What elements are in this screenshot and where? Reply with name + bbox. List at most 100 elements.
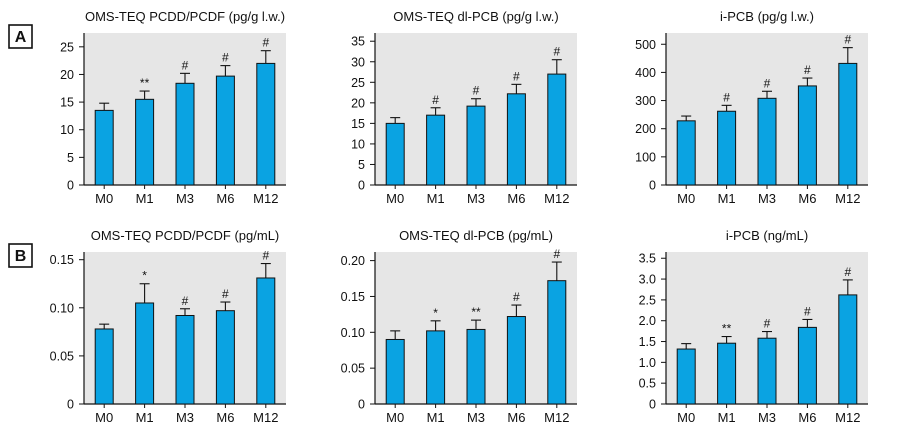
significance-marker: **: [471, 305, 481, 319]
significance-marker: #: [432, 93, 439, 107]
bar: [135, 302, 155, 405]
x-tick-label: M6: [798, 191, 816, 206]
y-tick-label: 20: [60, 68, 74, 82]
x-tick-label: M1: [136, 191, 154, 206]
chart-title: OMS-TEQ dl-PCB (pg/g l.w.): [393, 9, 558, 24]
y-tick-label: 3.5: [639, 252, 656, 266]
bar: [256, 62, 276, 186]
significance-marker: #: [182, 294, 189, 308]
y-tick-label: 0.15: [341, 290, 365, 304]
bar: [838, 294, 858, 405]
panel-label-a: A: [15, 29, 27, 46]
panel-label-a-group: A: [8, 24, 33, 49]
x-tick-label: M6: [798, 410, 816, 423]
significance-marker: **: [722, 322, 732, 336]
panel-label-b: B: [15, 248, 27, 265]
y-tick-label: 0: [649, 179, 656, 193]
bar: [717, 342, 737, 405]
x-tick-label: M0: [677, 191, 695, 206]
significance-marker: #: [764, 317, 771, 331]
significance-marker: #: [844, 33, 851, 47]
significance-marker: #: [844, 265, 851, 279]
y-tick-label: 3.0: [639, 273, 656, 287]
x-tick-label: M6: [507, 191, 525, 206]
bar: [256, 277, 276, 405]
y-tick-label: 1.0: [639, 356, 656, 370]
bar: [135, 98, 155, 186]
bar: [797, 326, 817, 405]
bar: [385, 338, 405, 405]
x-tick-label: M6: [216, 191, 234, 206]
significance-marker: #: [553, 45, 560, 59]
significance-marker: #: [804, 63, 811, 77]
chart-title: OMS-TEQ PCDD/PCDF (pg/g l.w.): [85, 9, 285, 24]
y-tick-label: 100: [635, 150, 656, 164]
y-tick-label: 1.5: [639, 335, 656, 349]
bar: [676, 348, 696, 405]
x-tick-label: M12: [835, 191, 860, 206]
y-tick-label: 0.05: [341, 362, 365, 376]
panel-label-b-group: B: [8, 243, 33, 268]
x-tick-label: M6: [507, 410, 525, 423]
x-tick-label: M0: [677, 410, 695, 423]
y-tick-label: 0.10: [50, 301, 74, 315]
x-tick-label: M3: [176, 191, 194, 206]
y-tick-label: 20: [351, 96, 365, 110]
chart-a-i-pcb: i-PCB (pg/g l.w.) 0 100 200 300 400 500 M0 # M1 # M…: [635, 9, 868, 206]
significance-marker: #: [513, 69, 520, 83]
x-tick-label: M3: [176, 410, 194, 423]
chart-a-dl-pcb: OMS-TEQ dl-PCB (pg/g l.w.) 0 5 10 15 20 25 30 35…: [351, 9, 577, 206]
y-tick-label: 0: [358, 179, 365, 193]
significance-marker: #: [723, 90, 730, 104]
y-tick-label: 10: [351, 137, 365, 151]
y-tick-label: 0.15: [50, 253, 74, 267]
x-tick-label: M0: [386, 410, 404, 423]
y-tick-label: 300: [635, 94, 656, 108]
bar: [547, 280, 567, 405]
chart-title: i-PCB (ng/mL): [726, 228, 808, 243]
y-tick-label: 15: [351, 117, 365, 131]
chart-b-dl-pcb: OMS-TEQ dl-PCB (pg/mL) 0 0.05 0.10 0.15 0.20 M…: [341, 228, 577, 423]
chart-b-i-pcb: i-PCB (ng/mL) 0 0.5 1.0 1.5 2.0 2.5 3.0 3.5 M0 ** M…: [639, 228, 868, 423]
y-tick-label: 0: [358, 398, 365, 412]
bar: [547, 73, 567, 186]
bar: [175, 314, 195, 405]
x-tick-label: M12: [253, 410, 278, 423]
chart-title: OMS-TEQ dl-PCB (pg/mL): [399, 228, 553, 243]
y-tick-label: 0.20: [341, 254, 365, 268]
y-tick-label: 25: [60, 40, 74, 54]
x-tick-label: M0: [95, 410, 113, 423]
y-tick-label: 0: [649, 398, 656, 412]
significance-marker: *: [433, 306, 438, 320]
significance-marker: #: [513, 290, 520, 304]
significance-marker: *: [142, 269, 147, 283]
bar: [94, 328, 114, 405]
significance-marker: #: [473, 84, 480, 98]
bar: [797, 85, 817, 186]
bar: [426, 114, 446, 186]
x-tick-label: M0: [386, 191, 404, 206]
x-tick-label: M12: [544, 191, 569, 206]
x-tick-label: M1: [136, 410, 154, 423]
x-tick-label: M3: [467, 410, 485, 423]
bar: [717, 110, 737, 186]
y-tick-label: 400: [635, 66, 656, 80]
y-tick-label: 500: [635, 38, 656, 52]
x-tick-label: M12: [253, 191, 278, 206]
y-tick-label: 10: [60, 123, 74, 137]
y-tick-label: 5: [358, 158, 365, 172]
y-tick-label: 0: [67, 398, 74, 412]
bar: [94, 109, 114, 186]
chart-b-pcdd-pcdf: OMS-TEQ PCDD/PCDF (pg/mL) 0 0.05 0.10 0.15 M0…: [50, 228, 286, 423]
y-tick-label: 15: [60, 96, 74, 110]
y-tick-label: 35: [351, 35, 365, 49]
x-tick-label: M3: [758, 191, 776, 206]
y-tick-label: 0.5: [639, 377, 656, 391]
y-tick-label: 2.5: [639, 293, 656, 307]
x-tick-label: M6: [216, 410, 234, 423]
significance-marker: #: [182, 58, 189, 72]
significance-marker: #: [553, 247, 560, 261]
bar: [175, 82, 195, 186]
chart-a-pcdd-pcdf: OMS-TEQ PCDD/PCDF (pg/g l.w.) 0 5 10 15 20 25 M…: [60, 9, 286, 206]
bar: [506, 316, 526, 405]
